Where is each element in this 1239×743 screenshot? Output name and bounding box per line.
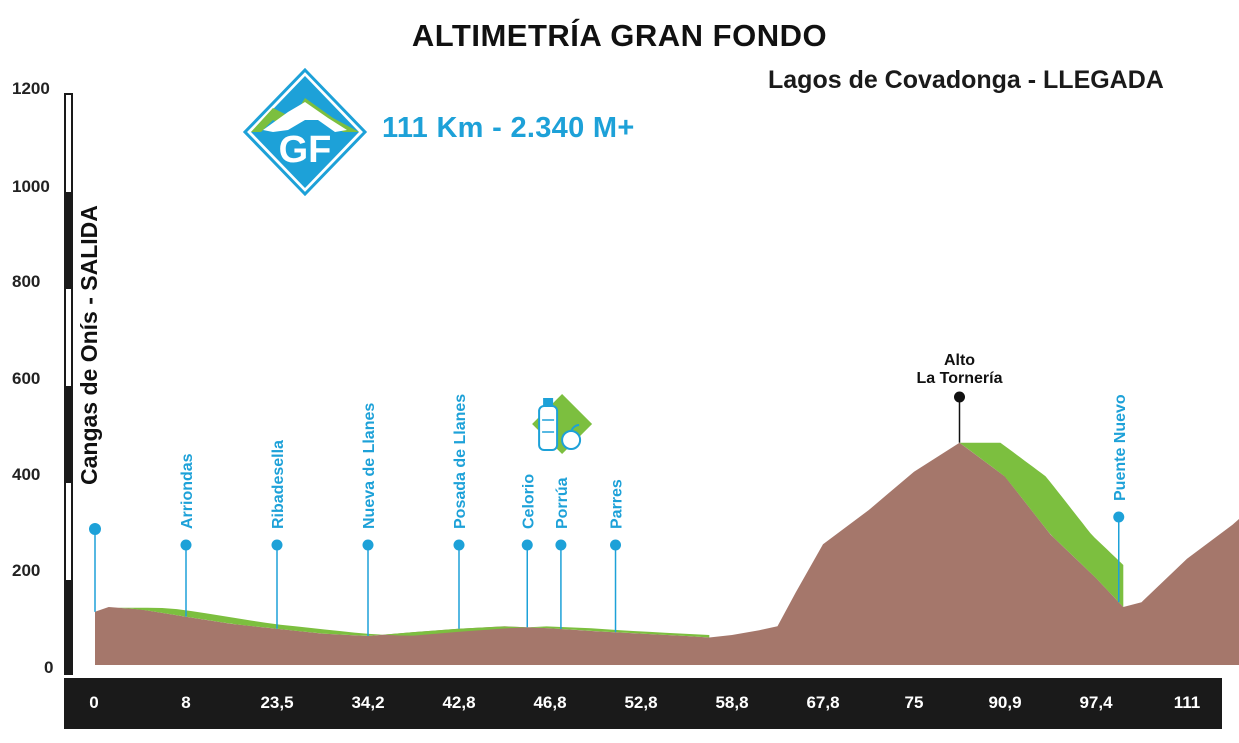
y-tick-label: 1000 bbox=[12, 177, 50, 196]
waypoint-dot bbox=[453, 539, 465, 551]
waypoint-dot bbox=[271, 539, 283, 551]
waypoint-dot bbox=[180, 539, 192, 551]
waypoint-label: Puente Nuevo bbox=[1112, 394, 1129, 501]
bottle-cap bbox=[543, 398, 554, 406]
apple-stem bbox=[570, 424, 580, 432]
gf-logo: GF bbox=[242, 67, 368, 197]
y-tick-label: 600 bbox=[12, 369, 41, 388]
waypoint-label: Nueva de Llanes bbox=[361, 403, 378, 529]
waypoint-label: Celorio bbox=[520, 474, 537, 529]
summit-dot bbox=[954, 391, 965, 403]
x-tick-label: 58,8 bbox=[715, 693, 749, 712]
waypoint-label: Porrúa bbox=[554, 477, 571, 529]
start-pin-dot bbox=[89, 523, 101, 535]
x-tick-label: 111 bbox=[1173, 693, 1201, 712]
distance-elevation-summary: 111 Km - 2.340 M+ bbox=[382, 112, 635, 144]
waypoint-dot bbox=[555, 539, 567, 551]
x-tick-label: 75 bbox=[904, 693, 924, 712]
waypoint-dot bbox=[610, 539, 622, 551]
x-tick-label: 97,4 bbox=[1079, 693, 1113, 712]
x-tick-label: 0 bbox=[89, 693, 99, 712]
bottle-body bbox=[538, 405, 559, 451]
climb-highlight bbox=[117, 607, 710, 638]
y-tick-label: 1200 bbox=[12, 79, 50, 98]
x-tick-label: 46,8 bbox=[533, 693, 567, 712]
waypoint-dot bbox=[1113, 511, 1125, 523]
y-tick-label: 800 bbox=[12, 272, 41, 291]
climb-highlight bbox=[959, 442, 1124, 607]
logo-text: GF bbox=[279, 129, 332, 171]
elevation-profile-area bbox=[95, 442, 1239, 665]
waypoint-label: Parres bbox=[609, 479, 626, 529]
y-tick-label: 200 bbox=[12, 561, 41, 580]
page-title: ALTIMETRÍA GRAN FONDO bbox=[411, 18, 828, 53]
start-label: Cangas de Onís - SALIDA bbox=[76, 205, 102, 485]
x-axis-bar bbox=[64, 678, 1222, 729]
summit-label: Alto bbox=[944, 352, 975, 369]
waypoint-label: Posada de Llanes bbox=[452, 394, 469, 529]
x-tick-label: 52,8 bbox=[624, 693, 658, 712]
x-tick-label: 8 bbox=[181, 693, 191, 712]
x-tick-label: 90,9 bbox=[988, 693, 1022, 712]
feed-station-icon bbox=[532, 394, 593, 454]
y-tick-label: 0 bbox=[44, 658, 54, 677]
summit-label: La Tornería bbox=[917, 370, 1003, 387]
x-tick-label: 42,8 bbox=[442, 693, 476, 712]
waypoint-dot bbox=[521, 539, 533, 551]
x-tick-label: 67,8 bbox=[806, 693, 840, 712]
waypoint-label: Ribadesella bbox=[270, 440, 287, 529]
waypoint-dot bbox=[362, 539, 374, 551]
apple-body bbox=[561, 430, 582, 450]
waypoint-label: Arriondas bbox=[179, 453, 196, 529]
x-tick-label: 34,2 bbox=[351, 693, 385, 712]
x-tick-label: 23,5 bbox=[260, 693, 294, 712]
finish-label: Lagos de Covadonga - LLEGADA bbox=[768, 66, 1164, 94]
y-tick-label: 400 bbox=[12, 465, 41, 484]
